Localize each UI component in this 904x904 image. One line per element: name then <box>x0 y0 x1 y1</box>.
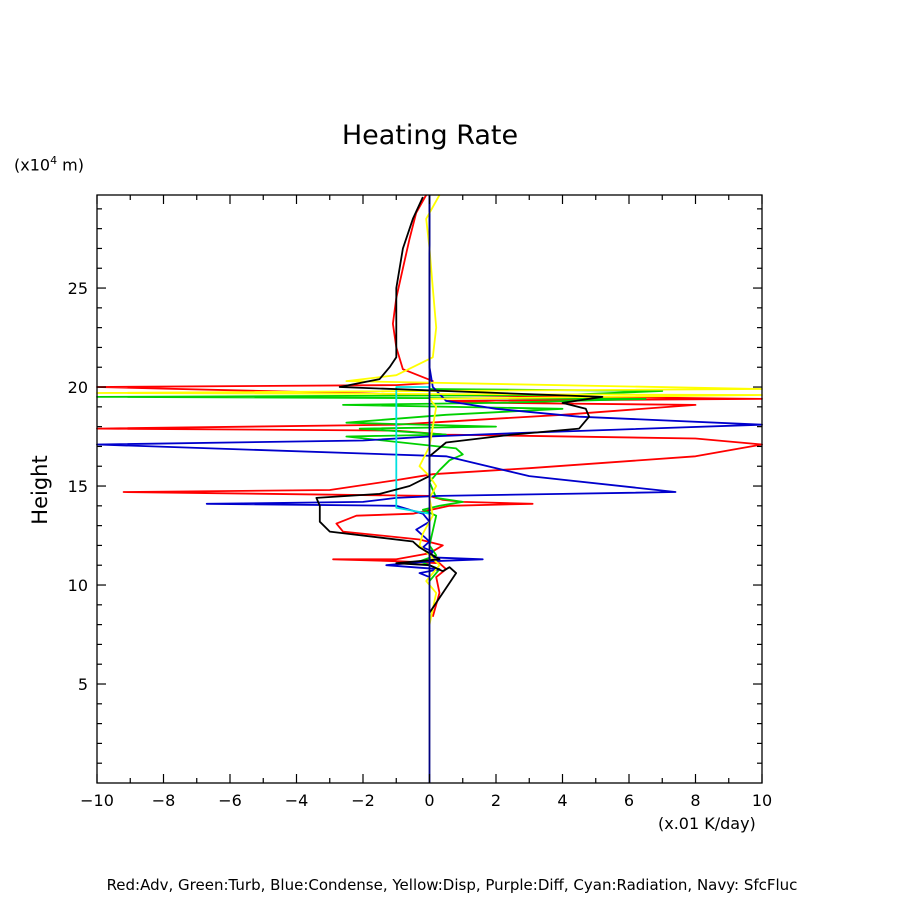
x-tick-label: 2 <box>491 791 501 810</box>
x-tick-label: 10 <box>752 791 772 810</box>
x-tick-label: −6 <box>218 791 242 810</box>
y-tick-label: 5 <box>78 675 88 694</box>
tick-layer: −10 −8 −6 −4 −2 0 2 4 6 8 10 5 10 15 20 25 <box>68 195 772 810</box>
y-tick-label: 10 <box>68 576 88 595</box>
chart-title: Heating Rate <box>341 120 519 151</box>
x-tick-label: −8 <box>152 791 176 810</box>
y-tick-label: 20 <box>68 378 88 397</box>
y-tick-label: 15 <box>68 477 88 496</box>
y-axis-label: Height <box>28 455 52 525</box>
series-layer <box>96 194 763 783</box>
x-tick-label: 0 <box>424 791 434 810</box>
x-tick-label: −10 <box>80 791 114 810</box>
y-tick-label: 25 <box>68 279 88 298</box>
y-unit-exponent: 4 <box>50 154 58 167</box>
x-axis-label: (x.01 K/day) <box>658 814 756 833</box>
x-tick-label: −4 <box>285 791 309 810</box>
y-unit-tail: m) <box>57 155 84 175</box>
x-tick-label: 6 <box>624 791 634 810</box>
x-tick-label: 4 <box>557 791 567 810</box>
x-tick-label: 8 <box>690 791 700 810</box>
series-line-disp <box>96 194 763 625</box>
x-tick-label: −2 <box>351 791 375 810</box>
series-line-radiation <box>395 386 430 515</box>
y-axis-unit: (x104 m) <box>14 154 84 174</box>
series-line-turb <box>96 388 664 582</box>
legend-text: Red:Adv, Green:Turb, Blue:Condense, Yell… <box>106 876 798 894</box>
y-unit-base: (x10 <box>14 155 51 175</box>
